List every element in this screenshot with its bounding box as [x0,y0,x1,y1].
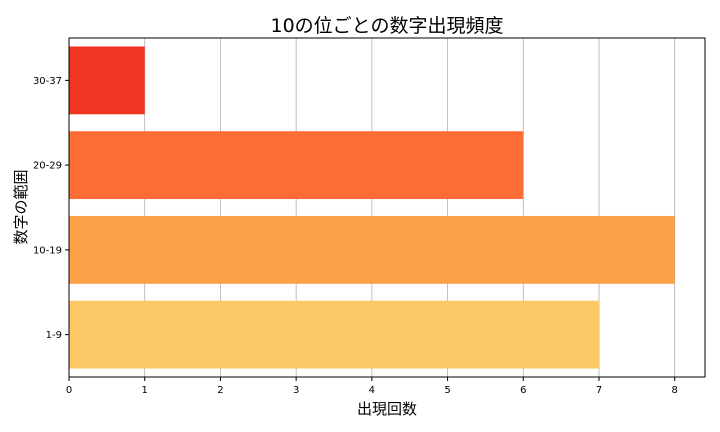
y-tick-label: 20-29 [33,161,62,172]
chart-title: 10の位ごとの数字出現頻度 [271,15,504,37]
y-tick-label: 30-37 [33,76,62,87]
y-tick-label: 10-19 [33,245,62,256]
x-axis-label: 出現回数 [357,400,417,418]
bar-30-37 [69,46,145,115]
x-tick-label: 3 [293,385,299,396]
x-tick-label: 1 [142,385,148,396]
x-tick-label: 2 [217,385,223,396]
bar-10-19 [69,215,675,284]
x-tick-label: 8 [672,385,678,396]
x-tick-label: 6 [520,385,526,396]
bar-20-29 [69,131,524,200]
bars [69,46,675,369]
bar-1-9 [69,300,599,369]
x-axis-ticks: 0 1 2 3 4 5 6 7 8 [66,377,678,396]
x-tick-label: 4 [369,385,375,396]
x-tick-label: 0 [66,385,72,396]
plot-frame [68,37,706,378]
x-tick-label: 5 [444,385,450,396]
y-tick-label: 1-9 [46,330,62,341]
x-tick-label: 7 [596,385,602,396]
y-axis-label: 数字の範囲 [12,169,30,244]
y-axis-ticks: 1-9 10-19 20-29 30-37 [33,76,69,341]
